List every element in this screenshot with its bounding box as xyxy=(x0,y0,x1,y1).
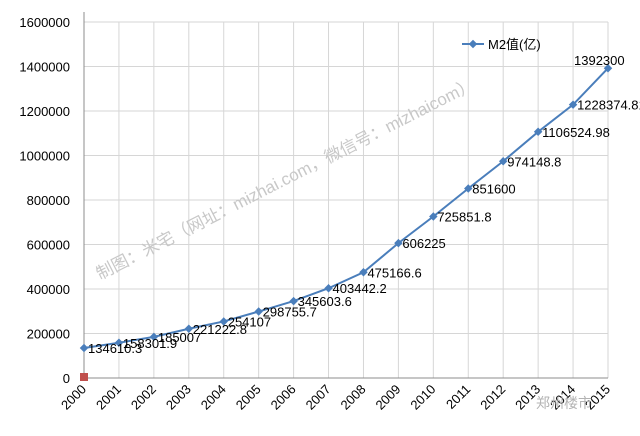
x-tick-label: 2012 xyxy=(477,382,508,413)
data-point xyxy=(149,332,159,342)
data-label: 1106524.98 xyxy=(542,125,610,140)
x-tick-label: 2004 xyxy=(198,382,229,413)
data-point xyxy=(184,324,194,334)
y-tick-label: 1200000 xyxy=(19,104,70,119)
y-tick-label: 200000 xyxy=(27,327,70,342)
x-tick-label: 2006 xyxy=(268,382,299,413)
x-tick-label: 2002 xyxy=(128,382,159,413)
x-tick-label: 2008 xyxy=(338,382,369,413)
corner-watermark: 郑州楼市 xyxy=(536,395,592,411)
watermark-text: 制图：米宅（网址：mizhai.com，微信号：mizhaicom） xyxy=(93,75,478,284)
y-tick-label: 0 xyxy=(63,371,70,386)
x-tick-label: 2005 xyxy=(233,382,264,413)
legend-marker xyxy=(468,39,478,49)
origin-marker xyxy=(80,373,88,381)
grid xyxy=(83,21,609,379)
data-label: 403442.2 xyxy=(333,281,387,296)
data-point xyxy=(324,283,333,293)
legend: M2值(亿) xyxy=(462,37,541,52)
x-tick-label: 2003 xyxy=(163,382,194,413)
y-tick-label: 1400000 xyxy=(19,60,70,75)
data-point xyxy=(79,343,89,353)
data-label: 254107 xyxy=(228,314,271,329)
series-line xyxy=(83,67,609,350)
data-label: 134610.3 xyxy=(88,341,142,356)
y-tick-label: 800000 xyxy=(27,193,70,208)
axes xyxy=(83,12,608,379)
legend-label: M2值(亿) xyxy=(488,37,541,52)
data-label: 1228374.81 xyxy=(577,98,640,113)
data-point xyxy=(429,212,438,221)
x-tick-label: 2007 xyxy=(303,382,334,413)
data-point xyxy=(464,184,473,193)
y-tick-label: 1600000 xyxy=(19,15,70,30)
data-label: 345603.6 xyxy=(298,294,352,309)
y-tick-label: 400000 xyxy=(27,282,70,297)
data-point xyxy=(254,307,263,316)
data-label: 298755.7 xyxy=(263,305,317,320)
data-label: 158301.9 xyxy=(123,336,177,351)
data-point xyxy=(289,296,298,306)
x-tick-label: 2000 xyxy=(58,382,89,413)
data-point xyxy=(114,338,124,348)
data-label: 475166.6 xyxy=(367,265,421,280)
data-point xyxy=(394,238,403,248)
y-tick-labels: 0 200000 400000 600000 800000 1000000 1200000 1… xyxy=(19,15,70,386)
data-label: 1392300 xyxy=(574,53,625,68)
data-label: 974148.8 xyxy=(507,154,561,169)
x-tick-label: 2009 xyxy=(372,382,403,413)
data-point xyxy=(498,157,508,166)
data-label: 725851.8 xyxy=(437,209,491,224)
x-tick-label: 2011 xyxy=(443,382,473,412)
series-m2 xyxy=(79,63,613,353)
data-label: 606225 xyxy=(402,236,445,251)
x-tick-label: 2010 xyxy=(407,382,438,413)
x-tick-labels: 2000 2001 2002 2003 2004 2005 2006 2007 2008 2009… xyxy=(58,382,613,413)
data-point xyxy=(219,317,228,326)
x-tick-label: 2001 xyxy=(93,382,124,413)
y-tick-label: 600000 xyxy=(27,238,70,253)
data-point xyxy=(359,268,368,277)
data-label: 185007 xyxy=(158,330,201,345)
data-label: 851600 xyxy=(472,182,515,197)
data-label: 221222.8 xyxy=(193,322,247,337)
y-tick-label: 1000000 xyxy=(19,149,70,164)
data-labels: 134610.3158301.9185007221222.82541072987… xyxy=(88,53,640,356)
